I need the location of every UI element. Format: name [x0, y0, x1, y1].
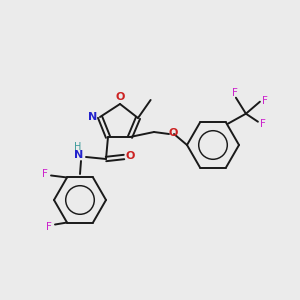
Text: O: O [125, 151, 135, 161]
Text: F: F [260, 119, 266, 129]
Text: O: O [115, 92, 125, 102]
Text: F: F [232, 88, 238, 98]
Text: F: F [42, 169, 48, 179]
Text: O: O [168, 128, 178, 138]
Text: F: F [262, 96, 268, 106]
Text: F: F [46, 221, 52, 232]
Text: N: N [74, 150, 84, 160]
Text: H: H [74, 142, 82, 152]
Text: N: N [88, 112, 98, 122]
